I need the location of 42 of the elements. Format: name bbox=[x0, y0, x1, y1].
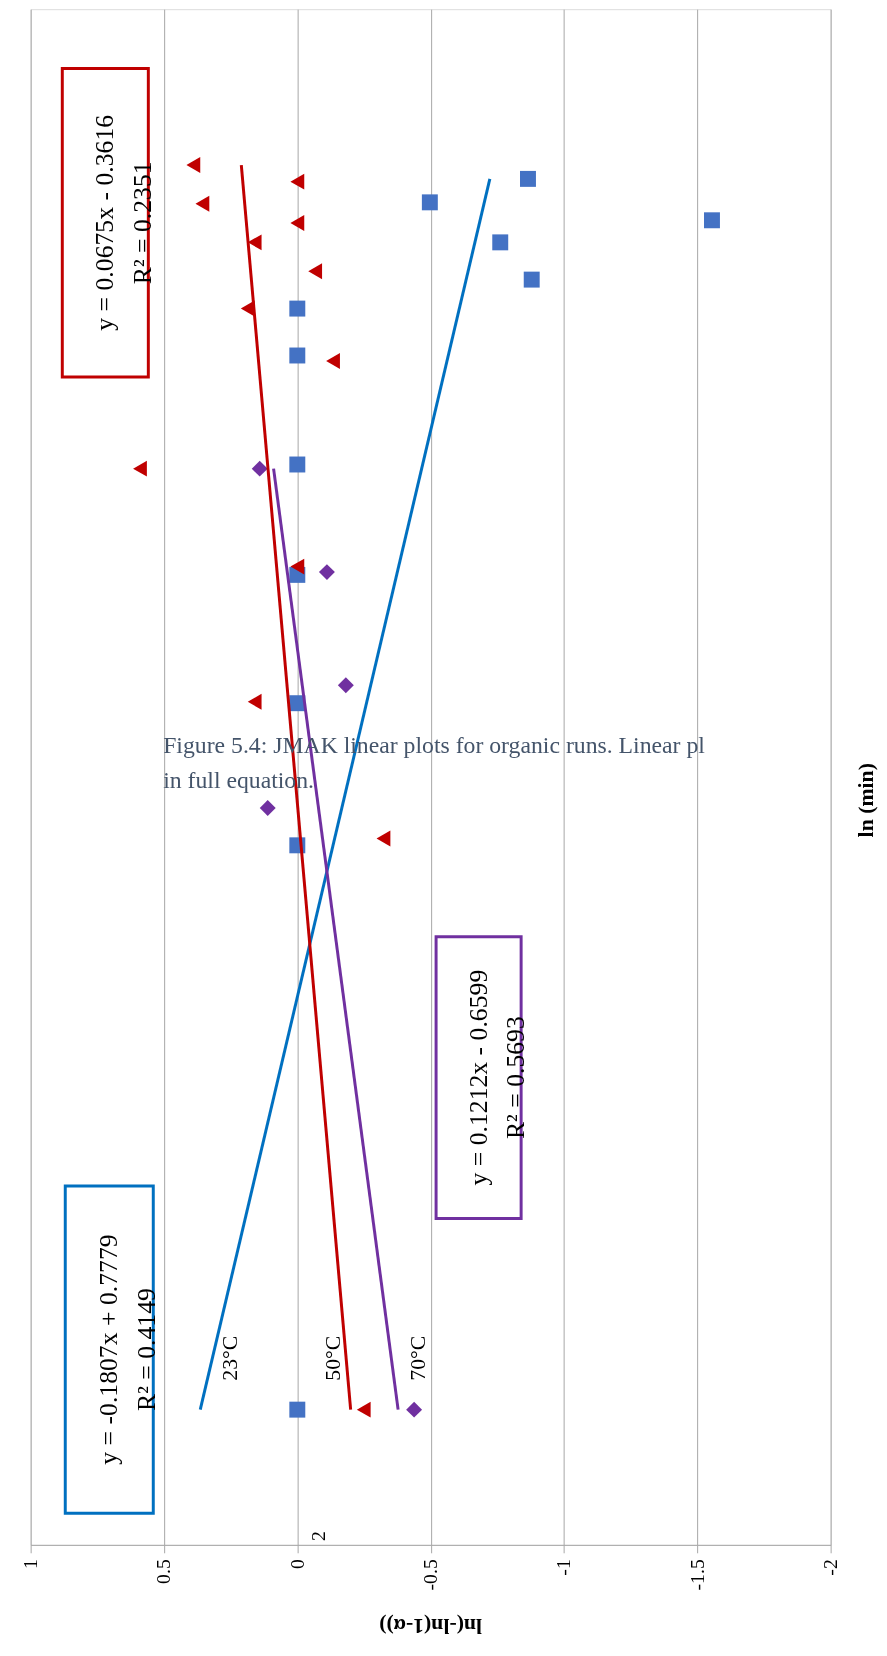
point bbox=[337, 677, 354, 694]
x-tick-label: -2 bbox=[819, 1559, 842, 1576]
point bbox=[290, 558, 305, 575]
point bbox=[289, 300, 306, 317]
annotation: y = -0.1807x + 0.7779 R² = 0.4149 bbox=[94, 1234, 161, 1465]
point bbox=[289, 1401, 306, 1418]
point bbox=[186, 157, 201, 174]
point bbox=[195, 195, 210, 212]
x-tick-label: 0 bbox=[285, 1559, 308, 1570]
annotation: 2 bbox=[307, 1531, 329, 1541]
text: 23°C bbox=[217, 1335, 242, 1381]
x-tick-label: -1 bbox=[552, 1559, 575, 1576]
point bbox=[289, 347, 306, 364]
point bbox=[318, 564, 335, 581]
point bbox=[523, 271, 540, 288]
x-tick-label: 0.5 bbox=[152, 1559, 175, 1584]
point bbox=[290, 173, 305, 190]
point bbox=[492, 234, 509, 251]
point bbox=[421, 194, 438, 211]
point bbox=[247, 234, 262, 251]
point bbox=[290, 215, 305, 232]
text: 70°C bbox=[405, 1335, 430, 1381]
point bbox=[289, 456, 306, 473]
point bbox=[356, 1401, 371, 1418]
point bbox=[259, 800, 276, 817]
annotation: y = 0.0675x - 0.3616 R² = 0.2351 bbox=[90, 114, 157, 331]
x-tick-label: -1.5 bbox=[685, 1559, 708, 1591]
annotation: y = 0.1212x - 0.6599 R² = 0.5693 bbox=[463, 969, 531, 1186]
text: 50°C bbox=[320, 1335, 345, 1381]
point bbox=[251, 460, 268, 477]
x-tick-label: 1 bbox=[19, 1559, 42, 1570]
point bbox=[133, 460, 147, 477]
point bbox=[406, 1401, 423, 1418]
x-axis-title: ln(-ln(1-α)) bbox=[379, 1614, 483, 1639]
point bbox=[520, 170, 536, 187]
point bbox=[704, 212, 720, 229]
point bbox=[247, 693, 262, 710]
point bbox=[308, 263, 323, 280]
x-tick-label: -0.5 bbox=[419, 1559, 442, 1591]
point bbox=[376, 830, 391, 847]
y-axis-title: ln (min) bbox=[854, 763, 879, 838]
point bbox=[326, 353, 340, 369]
